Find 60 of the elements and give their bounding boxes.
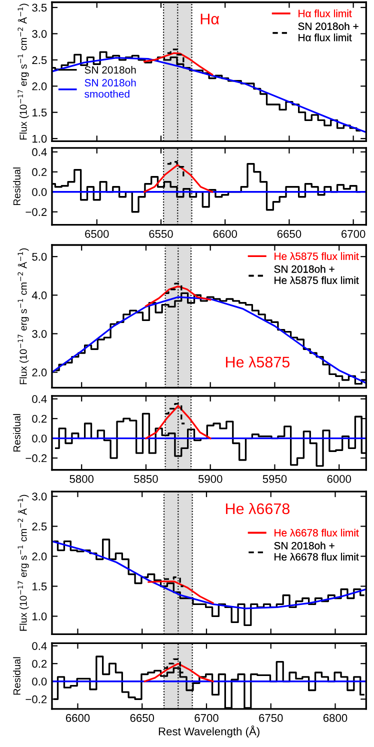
y-axis-title: Residual <box>13 168 20 206</box>
y-tick-label: 3.0 <box>32 30 47 38</box>
x-tick-label: 6550 <box>149 230 173 238</box>
x-tick-label: 5850 <box>134 475 158 483</box>
legend-label: Hα flux limit <box>298 10 352 18</box>
x-axis-title: Rest Wavelength (Å) <box>158 726 260 738</box>
y-axis-title: Residual <box>13 414 20 452</box>
y-tick-label: 0.2 <box>32 414 47 423</box>
y-tick-label: −0.2 <box>26 454 47 462</box>
x-tick-label: 6000 <box>327 475 352 483</box>
y-tick-label: 3.0 <box>32 330 47 338</box>
y-tick-label: 0.0 <box>32 678 47 686</box>
y-tick-label: 1.5 <box>32 582 47 590</box>
y-tick-label: 2.0 <box>32 552 47 560</box>
y-tick-label: 0.4 <box>32 148 47 156</box>
y-tick-label: 1.5 <box>32 108 47 116</box>
x-tick-label: 6750 <box>259 714 283 722</box>
x-tick-label: 6600 <box>213 230 238 238</box>
legend-label: He λ6678 flux limit <box>274 528 359 537</box>
y-tick-label: 0.4 <box>32 642 47 650</box>
annotation: He λ6678 <box>226 502 290 514</box>
y-tick-label: 2.0 <box>32 368 47 376</box>
legend-label: SN 2018oh + He λ5875 flux limit <box>274 265 359 284</box>
legend-label: SN 2018oh <box>84 66 136 74</box>
annotation: He λ5875 <box>226 356 290 368</box>
legend-label: SN 2018oh + He λ6678 flux limit <box>274 542 359 561</box>
y-tick-label: 5.0 <box>32 252 47 261</box>
y-tick-label: 0.0 <box>32 188 47 196</box>
x-tick-label: 6800 <box>323 714 348 722</box>
text: Flux (10$^{−17}$ erg s$^{−1}$ cm$^{−2}$ Å$^{−1}$) <box>18 4 29 140</box>
y-tick-label: 4.0 <box>32 291 47 300</box>
y-tick-label: 0.4 <box>32 395 47 404</box>
x-tick-label: 6650 <box>277 230 302 238</box>
x-tick-label: 5900 <box>198 475 222 483</box>
text: Flux (10$^{−17}$ erg s$^{−1}$ cm$^{−2}$ Å$^{−1}$) <box>18 494 29 631</box>
y-tick-label: 0.2 <box>32 168 47 176</box>
y-tick-label: 2.5 <box>32 522 47 530</box>
y-tick-label: 3.0 <box>32 492 47 500</box>
y-axis-title: Residual <box>13 657 20 695</box>
text: Flux (10$^{−17}$ erg s$^{−1}$ cm$^{−2}$ Å$^{−1}$) <box>18 248 29 384</box>
y-tick-label: 2.0 <box>32 82 47 90</box>
y-tick-label: −0.2 <box>26 695 47 704</box>
y-tick-label: 1.0 <box>32 612 47 620</box>
x-tick-label: 5800 <box>70 475 94 483</box>
legend-label: SN 2018oh smoothed <box>84 78 136 98</box>
y-tick-label: 1.0 <box>32 134 47 143</box>
legend-label: He λ5875 flux limit <box>274 252 359 260</box>
y-tick-label: −0.2 <box>26 208 47 216</box>
x-tick-label: 6500 <box>85 230 109 238</box>
annotation: Hα <box>200 14 220 24</box>
y-tick-label: 3.5 <box>32 4 47 12</box>
x-tick-label: 6700 <box>194 714 218 722</box>
x-tick-label: 6600 <box>66 714 90 722</box>
y-tick-label: 0.0 <box>32 434 47 442</box>
x-tick-label: 5950 <box>262 475 287 483</box>
y-tick-label: 0.2 <box>32 660 47 668</box>
legend-label: SN 2018oh + Hα flux limit <box>298 22 358 42</box>
x-tick-label: 6650 <box>130 714 154 722</box>
x-tick-label: 6700 <box>342 230 366 238</box>
y-tick-label: 2.5 <box>32 56 47 64</box>
